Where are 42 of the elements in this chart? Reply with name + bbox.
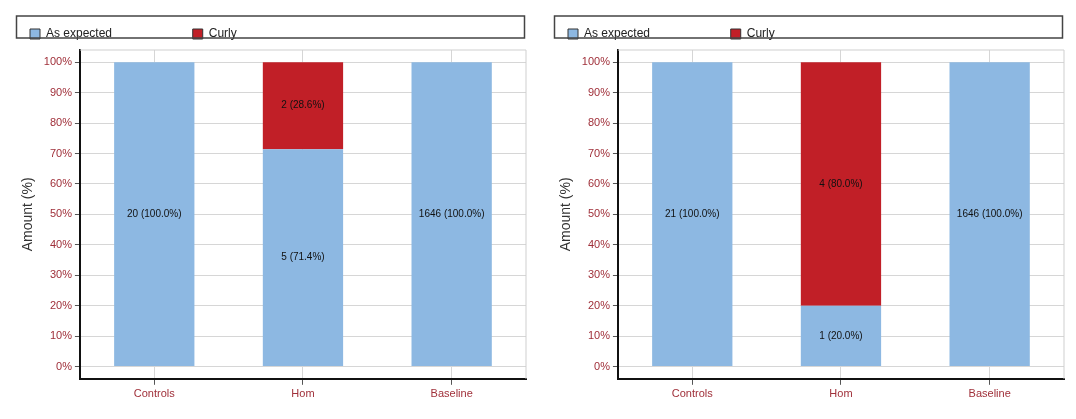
y-tick-label: 60%: [587, 176, 611, 189]
x-tick-label: Hom: [829, 387, 853, 400]
data-label: 20 (100.0%): [127, 207, 182, 219]
y-tick-label: 80%: [49, 116, 73, 129]
y-tick-label: 80%: [587, 116, 611, 129]
legend-label: Curly: [746, 26, 842, 41]
x-tick-label: Controls: [133, 387, 176, 400]
y-tick-label: 20%: [587, 298, 611, 311]
y-tick-label: 40%: [587, 237, 611, 250]
y-axis-title: Amount (%): [557, 177, 574, 252]
x-tick-label: Baseline: [430, 387, 473, 400]
y-tick-label: 40%: [49, 237, 73, 250]
data-label: 1 (20.0%): [819, 329, 863, 341]
data-label: 21 (100.0%): [665, 207, 720, 219]
data-label: 4 (80.0%): [819, 177, 863, 189]
y-tick-label: 30%: [587, 268, 611, 281]
legend-label: As expected: [46, 26, 179, 41]
y-tick-label: 70%: [49, 146, 73, 159]
x-tick-label: Baseline: [968, 387, 1011, 400]
data-label: 2 (28.6%): [281, 99, 325, 111]
x-tick-label: Controls: [671, 387, 714, 400]
data-label: 5 (71.4%): [281, 251, 325, 263]
data-label: 1646 (100.0%): [956, 207, 1023, 219]
y-tick-label: 50%: [49, 207, 73, 220]
y-tick-label: 20%: [49, 298, 73, 311]
x-tick-label: Hom: [291, 387, 315, 400]
legend-label: Curly: [208, 26, 304, 41]
y-tick-label: 70%: [587, 146, 611, 159]
y-tick-label: 0%: [56, 359, 73, 372]
y-tick-label: 90%: [587, 85, 611, 98]
y-tick-label: 0%: [594, 359, 611, 372]
y-tick-label: 100%: [581, 55, 611, 68]
y-tick-label: 90%: [49, 85, 73, 98]
y-tick-label: 50%: [587, 207, 611, 220]
y-tick-label: 10%: [587, 329, 611, 342]
y-tick-label: 100%: [43, 55, 73, 68]
y-tick-label: 60%: [49, 176, 73, 189]
legend-label: As expected: [584, 26, 717, 41]
y-axis-title: Amount (%): [19, 177, 36, 252]
y-tick-label: 30%: [49, 268, 73, 281]
data-label: 1646 (100.0%): [418, 207, 485, 219]
y-tick-label: 10%: [49, 329, 73, 342]
